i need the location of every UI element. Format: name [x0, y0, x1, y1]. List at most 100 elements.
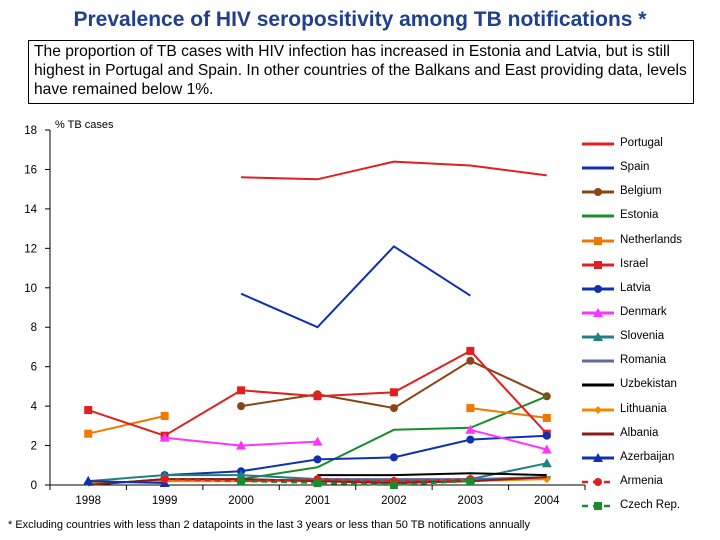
- data-point-armenia: [160, 475, 169, 484]
- legend-item-romania: Romania: [578, 349, 720, 373]
- footnote: * Excluding countries with less than 2 d…: [8, 519, 530, 531]
- data-point-latvia: [466, 435, 475, 444]
- y-axis-title: % TB cases: [55, 119, 114, 131]
- data-point-netherlands: [84, 429, 93, 438]
- y-tick-label: 18: [24, 125, 37, 137]
- series-czech-rep: [237, 477, 475, 489]
- series-netherlands: [84, 404, 551, 438]
- y-tick-label: 0: [31, 480, 37, 492]
- legend-swatch: [582, 405, 614, 414]
- chart-title-star: *: [638, 8, 647, 31]
- data-point-czech-rep: [237, 477, 246, 486]
- legend-item-denmark: Denmark: [578, 301, 720, 325]
- y-tick-label: 14: [24, 204, 37, 216]
- legend-label: Albania: [620, 426, 659, 439]
- series-latvia: [160, 431, 551, 480]
- x-tick-label: 1999: [152, 495, 178, 507]
- data-point-czech-rep: [466, 477, 475, 486]
- y-tick-label: 10: [24, 283, 37, 295]
- data-point-denmark: [541, 444, 552, 454]
- y-tick-label: 2: [31, 441, 37, 453]
- x-tick-label: 2003: [458, 495, 484, 507]
- data-point-latvia: [313, 455, 322, 464]
- legend-label: Armenia: [620, 474, 663, 487]
- data-point-belgium: [466, 356, 475, 365]
- legend-item-lithuania: Lithuania: [578, 398, 720, 422]
- legend-item-albania: Albania: [578, 422, 720, 446]
- data-point-israel: [389, 388, 398, 397]
- legend-label: Estonia: [620, 209, 659, 222]
- legend-label: Spain: [620, 161, 650, 174]
- legend-label: Latvia: [620, 281, 651, 294]
- legend-label: Romania: [620, 354, 667, 367]
- data-point-denmark: [312, 436, 323, 446]
- data-point-israel: [84, 406, 93, 415]
- series-line-portugal: [241, 160, 547, 181]
- data-point-belgium: [389, 404, 398, 413]
- data-point-israel: [466, 346, 475, 355]
- data-point-czech-rep: [313, 479, 322, 488]
- y-tick-label: 4: [31, 401, 38, 413]
- chart-legend: Portugal Spain Belgium Estonia Netherlands Is…: [578, 132, 720, 518]
- data-point-slovenia: [541, 458, 552, 468]
- legend-marker: [593, 307, 603, 317]
- series-line-netherlands: [87, 415, 165, 435]
- legend-marker: [594, 188, 602, 197]
- x-tick-label: 1998: [75, 495, 101, 507]
- legend-swatch: [582, 142, 614, 146]
- data-point-netherlands: [160, 411, 169, 420]
- summary-textbox: The proportion of TB cases with HIV infe…: [28, 40, 694, 104]
- x-tick-label: 2001: [305, 495, 331, 507]
- legend-item-belgium: Belgium: [578, 180, 720, 204]
- legend-item-portugal: Portugal: [578, 132, 720, 156]
- data-point-belgium: [237, 402, 246, 411]
- series-denmark: [159, 424, 552, 454]
- y-tick-label: 8: [31, 322, 37, 334]
- legend-item-israel: Israel: [578, 253, 720, 277]
- y-tick-label: 12: [24, 243, 37, 255]
- chart-title: Prevalence of HIV seropositivity among T…: [0, 8, 720, 32]
- series-belgium: [237, 356, 551, 413]
- legend-item-netherlands: Netherlands: [578, 229, 720, 253]
- data-point-israel: [237, 386, 246, 395]
- legend-marker: [594, 502, 602, 511]
- legend-item-spain: Spain: [578, 156, 720, 180]
- series-line-latvia: [164, 434, 547, 477]
- legend-item-czech-rep: Czech Rep.: [578, 494, 720, 518]
- legend-marker: [594, 236, 602, 245]
- legend-item-armenia: Armenia: [578, 470, 720, 494]
- series-uzbekistan: [317, 472, 547, 477]
- legend-marker: [594, 260, 602, 269]
- legend-swatch: [582, 452, 614, 462]
- series-portugal: [241, 160, 547, 181]
- legend-label: Uzbekistan: [620, 378, 677, 391]
- legend-label: Israel: [620, 257, 649, 270]
- legend-label: Azerbaijan: [620, 450, 675, 463]
- data-point-denmark: [159, 432, 170, 442]
- series-israel: [84, 346, 551, 440]
- data-point-czech-rep: [389, 481, 398, 489]
- data-point-denmark: [465, 424, 476, 434]
- legend-marker: [593, 452, 603, 462]
- legend-label: Lithuania: [620, 402, 667, 415]
- legend-swatch: [582, 188, 614, 197]
- legend-swatch: [582, 284, 614, 293]
- legend-swatch: [582, 477, 614, 486]
- x-tick-label: 2004: [534, 495, 560, 507]
- legend-marker: [594, 477, 602, 486]
- chart-title-text: Prevalence of HIV seropositivity among T…: [73, 8, 633, 31]
- data-point-latvia: [542, 431, 551, 440]
- legend-swatch: [582, 260, 614, 269]
- legend-marker: [594, 405, 602, 414]
- legend-marker: [593, 332, 603, 342]
- series-line-spain: [240, 245, 471, 329]
- legend-swatch: [582, 307, 614, 317]
- legend-item-latvia: Latvia: [578, 277, 720, 301]
- legend-swatch: [582, 236, 614, 245]
- data-point-slovenia: [236, 470, 247, 480]
- data-point-belgium: [542, 392, 551, 401]
- legend-item-estonia: Estonia: [578, 204, 720, 228]
- x-tick-label: 2000: [228, 495, 254, 507]
- legend-swatch: [582, 166, 614, 170]
- legend-label: Slovenia: [620, 330, 665, 343]
